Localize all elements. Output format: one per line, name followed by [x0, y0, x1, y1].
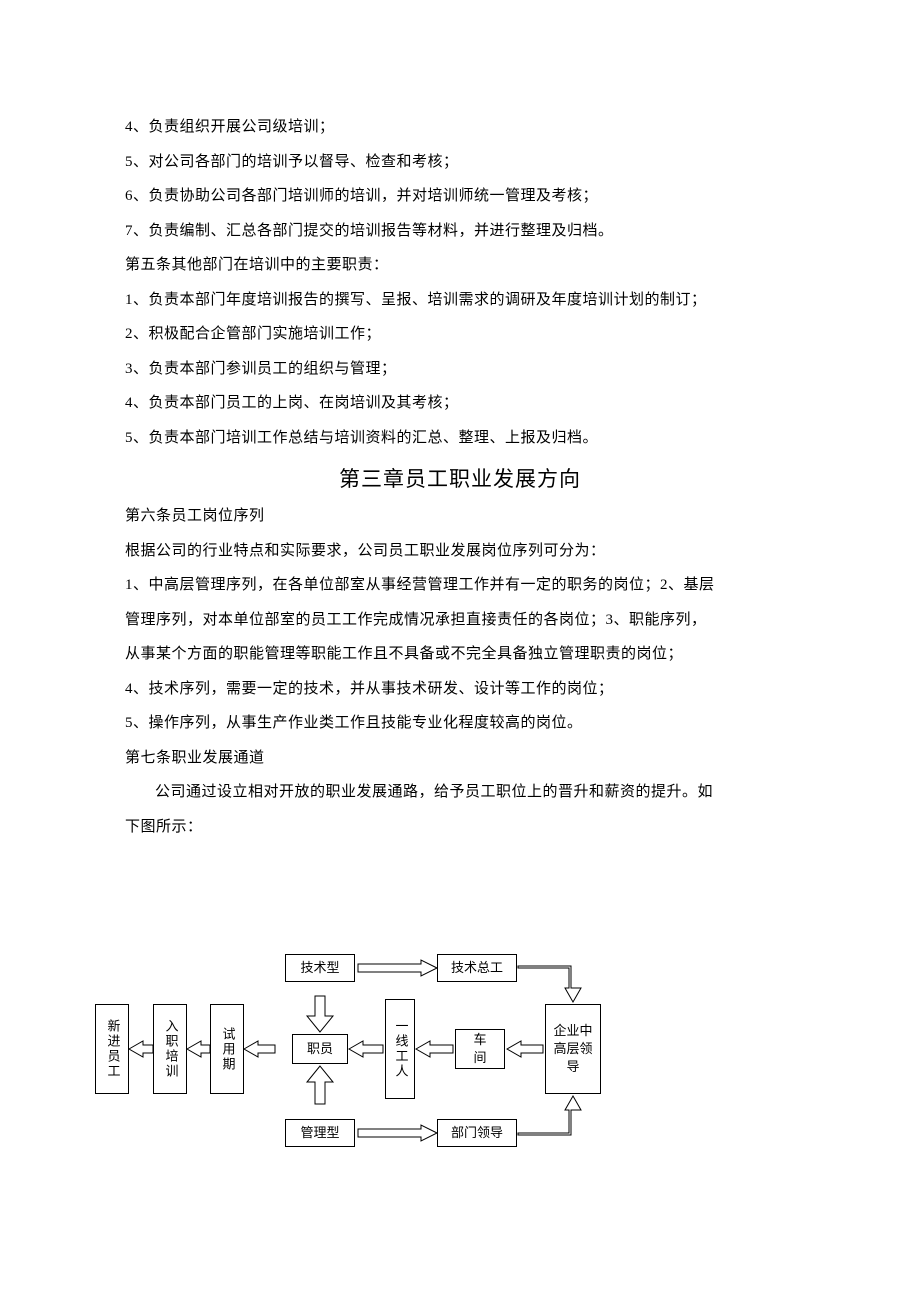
flowchart-arrow [518, 1096, 581, 1135]
flowchart-node-tech_chief: 技术总工 [437, 954, 517, 982]
flowchart-node-probation: 试用期 [210, 1004, 244, 1094]
body-line: 3、负责本部门参训员工的组织与管理； [125, 352, 795, 387]
flowchart-arrow [349, 1041, 383, 1057]
body-line: 2、积极配合企管部门实施培训工作； [125, 317, 795, 352]
flowchart-arrow [307, 996, 333, 1032]
body-line: 5、对公司各部门的培训予以督导、检查和考核； [125, 145, 795, 180]
flowchart-arrow [244, 1041, 275, 1057]
body-line: 公司通过设立相对开放的职业发展通路，给予员工职位上的晋升和薪资的提升。如 [125, 775, 795, 810]
flowchart-node-induction: 入职培训 [153, 1004, 187, 1094]
flowchart-arrow [129, 1041, 153, 1057]
flowchart-node-workshop: 车间 [455, 1029, 505, 1069]
body-line: 第六条员工岗位序列 [125, 499, 795, 534]
flowchart-node-frontline: 一线工人 [385, 999, 415, 1099]
flowchart-node-mgmt_type: 管理型 [285, 1119, 355, 1147]
flowchart-node-dept_leader: 部门领导 [437, 1119, 517, 1147]
body-line: 1、负责本部门年度培训报告的撰写、呈报、培训需求的调研及年度培训计划的制订； [125, 283, 795, 318]
flowchart-arrow [358, 960, 437, 976]
flowchart-node-new_emp: 新进员工 [95, 1004, 129, 1094]
flowchart-arrow [507, 1041, 543, 1057]
flowchart-node-tech_type: 技术型 [285, 954, 355, 982]
body-line: 5、操作序列，从事生产作业类工作且技能专业化程度较高的岗位。 [125, 706, 795, 741]
body-line: 第五条其他部门在培训中的主要职责： [125, 248, 795, 283]
body-line: 4、负责组织开展公司级培训； [125, 110, 795, 145]
flowchart-arrow [307, 1066, 333, 1104]
document-page: 4、负责组织开展公司级培训； 5、对公司各部门的培训予以督导、检查和考核； 6、… [0, 0, 920, 1224]
body-line: 5、负责本部门培训工作总结与培训资料的汇总、整理、上报及归档。 [125, 421, 795, 456]
flowchart-arrow [358, 1125, 437, 1141]
flowchart-arrow [187, 1041, 210, 1057]
body-line: 下图所示： [125, 810, 795, 845]
body-line: 第七条职业发展通道 [125, 741, 795, 776]
body-line: 4、技术序列，需要一定的技术，并从事技术研发、设计等工作的岗位； [125, 672, 795, 707]
flowchart-node-senior_leader: 企业中高层领导 [545, 1004, 601, 1094]
flowchart-arrow [416, 1041, 453, 1057]
body-line: 根据公司的行业特点和实际要求，公司员工职业发展岗位序列可分为： [125, 534, 795, 569]
body-line: 1、中高层管理序列，在各单位部室从事经营管理工作并有一定的职务的岗位；2、基层 [125, 568, 795, 603]
career-flowchart: 新进员工入职培训试用期 技术型职员管理型 一线工人技术总工车间部门领导企业中高层领导 [95, 944, 695, 1164]
body-line: 6、负责协助公司各部门培训师的培训，并对培训师统一管理及考核； [125, 179, 795, 214]
flowchart-arrow [518, 966, 581, 1002]
body-line: 从事某个方面的职能管理等职能工作且不具备或不完全具备独立管理职责的岗位； [125, 637, 795, 672]
flowchart-node-staff: 职员 [292, 1034, 348, 1064]
body-line: 4、负责本部门员工的上岗、在岗培训及其考核； [125, 386, 795, 421]
chapter-heading: 第三章员工职业发展方向 [125, 463, 795, 493]
body-line: 管理序列，对本单位部室的员工工作完成情况承担直接责任的各岗位；3、职能序列， [125, 603, 795, 638]
body-line: 7、负责编制、汇总各部门提交的培训报告等材料，并进行整理及归档。 [125, 214, 795, 249]
